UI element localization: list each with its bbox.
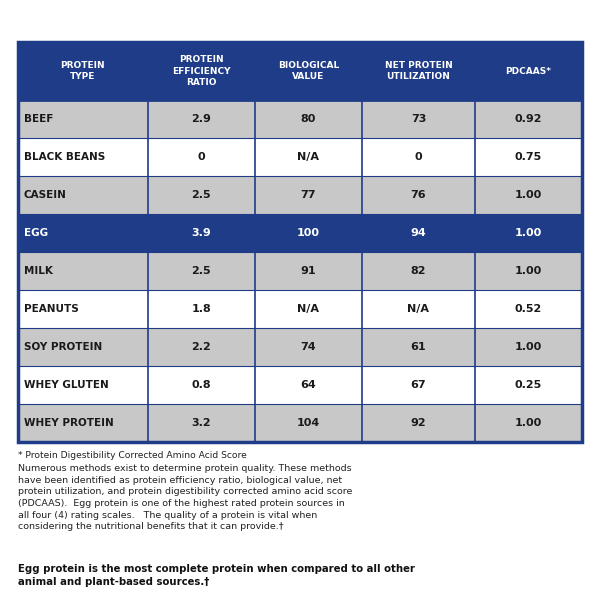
Text: N/A: N/A [298, 304, 319, 314]
Text: N/A: N/A [407, 304, 430, 314]
Text: 1.00: 1.00 [515, 190, 542, 200]
Text: 76: 76 [410, 190, 426, 200]
Bar [18, 290, 582, 328]
Text: EGG: EGG [24, 228, 48, 238]
Text: 2.5: 2.5 [191, 190, 211, 200]
Text: 64: 64 [301, 380, 316, 390]
Bar [18, 42, 582, 100]
Text: 0: 0 [415, 152, 422, 162]
Text: 2.2: 2.2 [191, 342, 211, 352]
Text: 61: 61 [410, 342, 426, 352]
Text: CASEIN: CASEIN [24, 190, 67, 200]
Text: PDCAAS*: PDCAAS* [505, 67, 551, 76]
Text: 100: 100 [297, 228, 320, 238]
Text: WHEY GLUTEN: WHEY GLUTEN [24, 380, 109, 390]
Text: BLACK BEANS: BLACK BEANS [24, 152, 105, 162]
Text: 1.00: 1.00 [515, 266, 542, 276]
Text: 67: 67 [410, 380, 426, 390]
Text: 0: 0 [197, 152, 205, 162]
Bar [18, 100, 582, 138]
Text: 2.5: 2.5 [191, 266, 211, 276]
Bar [18, 404, 582, 442]
Text: 1.00: 1.00 [515, 342, 542, 352]
Text: 77: 77 [301, 190, 316, 200]
Text: 2.9: 2.9 [191, 114, 211, 124]
Text: Egg protein is the most complete protein when compared to all other
animal and p: Egg protein is the most complete protein… [18, 564, 415, 587]
Text: NET PROTEIN
UTILIZATION: NET PROTEIN UTILIZATION [385, 61, 452, 81]
Text: 0.8: 0.8 [191, 380, 211, 390]
Bar [18, 176, 582, 214]
Text: BIOLOGICAL
VALUE: BIOLOGICAL VALUE [278, 61, 339, 81]
Text: Numerous methods exist to determine protein quality. These methods
have been ide: Numerous methods exist to determine prot… [18, 464, 352, 532]
Text: N/A: N/A [298, 152, 319, 162]
Text: 104: 104 [297, 418, 320, 428]
Text: PROTEIN
TYPE: PROTEIN TYPE [61, 61, 105, 81]
Text: * Protein Digestibility Corrected Amino Acid Score: * Protein Digestibility Corrected Amino … [18, 451, 247, 460]
Text: 92: 92 [410, 418, 426, 428]
Text: WHEY PROTEIN: WHEY PROTEIN [24, 418, 114, 428]
Text: 82: 82 [410, 266, 426, 276]
Text: 1.00: 1.00 [515, 418, 542, 428]
Text: 3.2: 3.2 [191, 418, 211, 428]
Text: 74: 74 [301, 342, 316, 352]
Bar [18, 214, 582, 252]
Text: 91: 91 [301, 266, 316, 276]
Text: 0.52: 0.52 [515, 304, 542, 314]
Text: 0.75: 0.75 [515, 152, 542, 162]
Bar [18, 252, 582, 290]
Bar [18, 138, 582, 176]
Text: 94: 94 [410, 228, 427, 238]
Text: 80: 80 [301, 114, 316, 124]
Bar [18, 366, 582, 404]
Text: PROTEIN
EFFICIENCY
RATIO: PROTEIN EFFICIENCY RATIO [172, 55, 230, 86]
Text: 1.8: 1.8 [191, 304, 211, 314]
Text: 0.92: 0.92 [515, 114, 542, 124]
Text: 0.25: 0.25 [515, 380, 542, 390]
Text: BEEF: BEEF [24, 114, 53, 124]
Text: PEANUTS: PEANUTS [24, 304, 79, 314]
Text: 1.00: 1.00 [515, 228, 542, 238]
Bar [18, 42, 582, 442]
Text: MILK: MILK [24, 266, 53, 276]
Bar [18, 328, 582, 366]
Text: 73: 73 [411, 114, 426, 124]
Text: SOY PROTEIN: SOY PROTEIN [24, 342, 102, 352]
Text: 3.9: 3.9 [191, 228, 211, 238]
